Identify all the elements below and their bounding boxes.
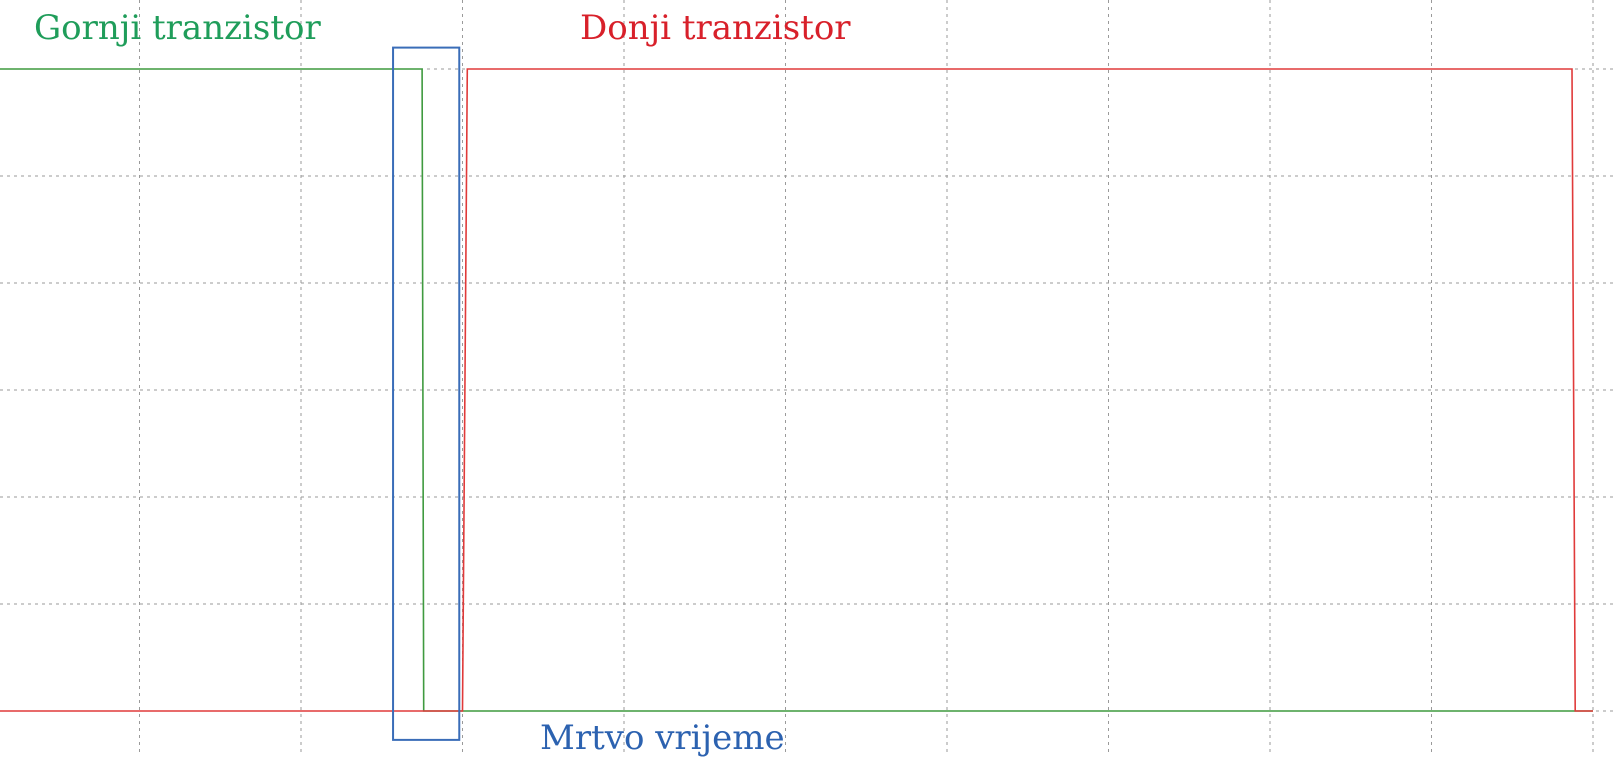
traces: [0, 68, 1593, 712]
low-side-trace: [0, 68, 1593, 712]
high-side-label: Gornji tranzistor: [34, 8, 321, 48]
low-side-label: Donji tranzistor: [580, 8, 851, 48]
high-side-trace: [0, 68, 1593, 712]
dead-time-label: Mrtvo vrijeme: [540, 718, 785, 758]
dead-time-box: [392, 46, 461, 741]
annotations: [392, 46, 461, 741]
